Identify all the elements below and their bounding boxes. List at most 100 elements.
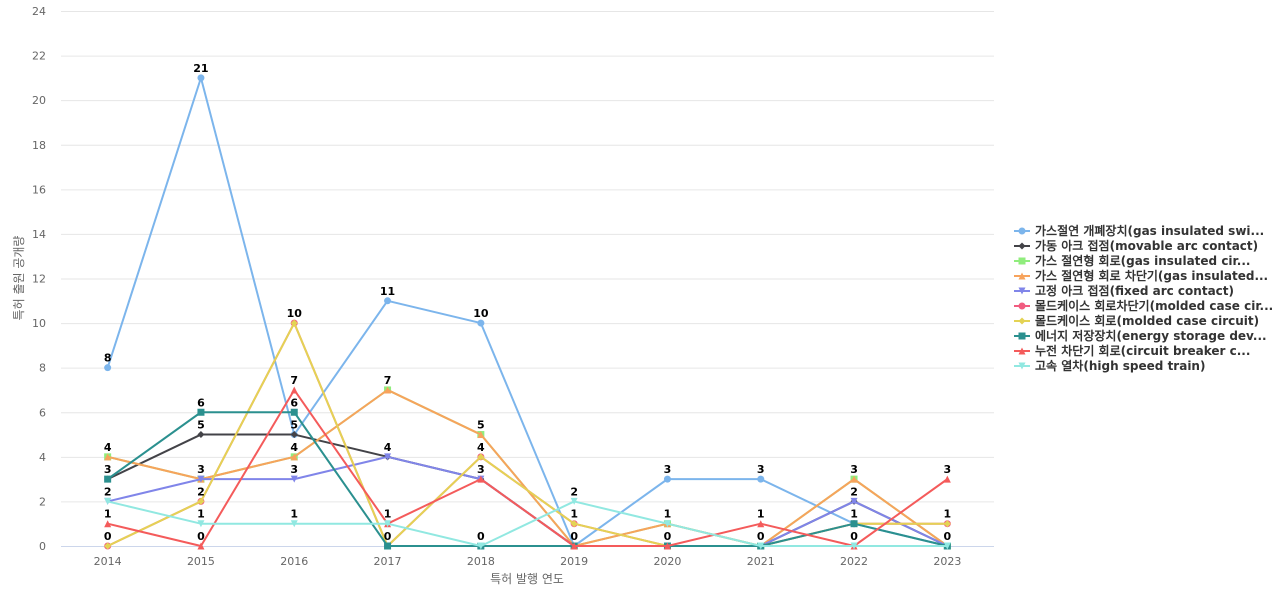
data-label: 4 [104, 441, 112, 454]
data-point [384, 386, 392, 394]
data-point [104, 364, 112, 372]
data-point [757, 520, 765, 528]
data-point [477, 453, 485, 461]
legend-label: 가스 절연형 회로 차단기(gas insulated... [1035, 268, 1268, 283]
data-point [290, 453, 298, 461]
data-label: 2 [197, 485, 205, 498]
data-point [104, 453, 112, 461]
data-point [477, 431, 485, 439]
data-label: 7 [384, 374, 392, 387]
x-tick-label: 2017 [374, 555, 402, 568]
data-label: 0 [664, 530, 672, 543]
legend-marker [1018, 302, 1026, 310]
legend-marker [1018, 317, 1026, 325]
legend-item[interactable]: 고정 아크 접점(fixed arc contact) [1014, 283, 1234, 298]
legend-marker [1018, 227, 1026, 235]
x-tick-label: 2020 [653, 555, 681, 568]
legend-marker [1018, 242, 1026, 250]
data-label: 0 [477, 530, 485, 543]
legend-item[interactable]: 몰드케이스 회로(molded case circuit) [1014, 313, 1259, 328]
series-line [107, 388, 948, 547]
legend-label: 몰드케이스 회로차단기(molded case cir... [1035, 298, 1273, 313]
data-label: 3 [104, 463, 112, 476]
data-label: 5 [197, 419, 205, 432]
y-tick-label: 0 [39, 540, 46, 553]
data-point [850, 542, 858, 550]
data-label: 4 [477, 441, 485, 454]
series-line [107, 388, 948, 547]
legend-label: 가스 절연형 회로(gas insulated cir... [1035, 253, 1250, 268]
x-tick-label: 2019 [560, 555, 588, 568]
data-point [290, 431, 298, 439]
y-tick-label: 22 [32, 50, 46, 63]
legend-item[interactable]: 가스 절연형 회로(gas insulated cir... [1014, 253, 1250, 268]
y-tick-label: 10 [32, 317, 46, 330]
legend-item[interactable]: 에너지 저장장치(energy storage dev... [1014, 328, 1267, 343]
legend-marker [1018, 272, 1026, 280]
data-point [663, 542, 671, 550]
data-point [104, 542, 112, 550]
data-point [850, 497, 858, 505]
data-label: 0 [850, 530, 858, 543]
data-label: 21 [193, 62, 208, 75]
x-tick-label: 2015 [187, 555, 215, 568]
legend-label: 가동 아크 접점(movable arc contact) [1035, 238, 1258, 253]
data-label: 8 [104, 352, 112, 365]
data-point [663, 520, 671, 528]
legend-marker [1018, 332, 1026, 340]
x-tick-label: 2023 [933, 555, 961, 568]
data-point [384, 542, 392, 550]
legend-item[interactable]: 가동 아크 접점(movable arc contact) [1014, 238, 1258, 253]
x-axis-title: 특허 발행 연도 [490, 571, 564, 586]
series-10 [104, 497, 951, 550]
data-label: 4 [384, 441, 392, 454]
data-point [943, 542, 951, 550]
data-point [197, 74, 205, 82]
data-point [943, 520, 951, 528]
legend-marker [1018, 347, 1026, 355]
legend: 가스절연 개폐장치(gas insulated swi...가동 아크 접점(m… [1014, 223, 1273, 373]
data-label: 0 [104, 530, 112, 543]
data-point [290, 319, 298, 327]
data-point [197, 408, 205, 416]
data-point [197, 497, 205, 505]
data-point [477, 319, 485, 327]
data-label: 5 [290, 419, 298, 432]
series-line [107, 500, 948, 547]
legend-item[interactable]: 누전 차단기 회로(circuit breaker c... [1014, 343, 1250, 358]
data-point [850, 520, 858, 528]
data-label: 0 [384, 530, 392, 543]
data-point [104, 520, 112, 528]
y-tick-label: 18 [32, 139, 46, 152]
data-point [290, 475, 298, 483]
data-label: 0 [757, 530, 765, 543]
legend-item[interactable]: 가스 절연형 회로 차단기(gas insulated... [1014, 268, 1268, 283]
data-point [477, 542, 485, 550]
y-tick-label: 2 [39, 495, 46, 508]
x-tick-label: 2014 [94, 555, 122, 568]
data-point [570, 542, 578, 550]
legend-marker [1018, 257, 1026, 265]
data-point [197, 520, 205, 528]
legend-item[interactable]: 고속 열차(high speed train) [1014, 358, 1205, 373]
data-point [384, 520, 392, 528]
series-3 [104, 386, 951, 550]
data-point [663, 475, 671, 483]
data-point [570, 520, 578, 528]
data-label: 1 [757, 508, 765, 521]
data-label: 2 [570, 485, 578, 498]
x-tick-label: 2021 [747, 555, 775, 568]
data-point [477, 475, 485, 483]
data-point [290, 520, 298, 528]
legend-item[interactable]: 가스절연 개폐장치(gas insulated swi... [1014, 223, 1264, 238]
data-label: 1 [850, 508, 858, 521]
legend-item[interactable]: 몰드케이스 회로차단기(molded case cir... [1014, 298, 1273, 313]
y-tick-label: 20 [32, 94, 46, 107]
data-point [757, 475, 765, 483]
data-point [290, 386, 298, 394]
x-tick-label: 2016 [280, 555, 308, 568]
data-label: 3 [477, 463, 485, 476]
data-labels: 8432102165321010765431117410105430210310… [104, 62, 952, 543]
